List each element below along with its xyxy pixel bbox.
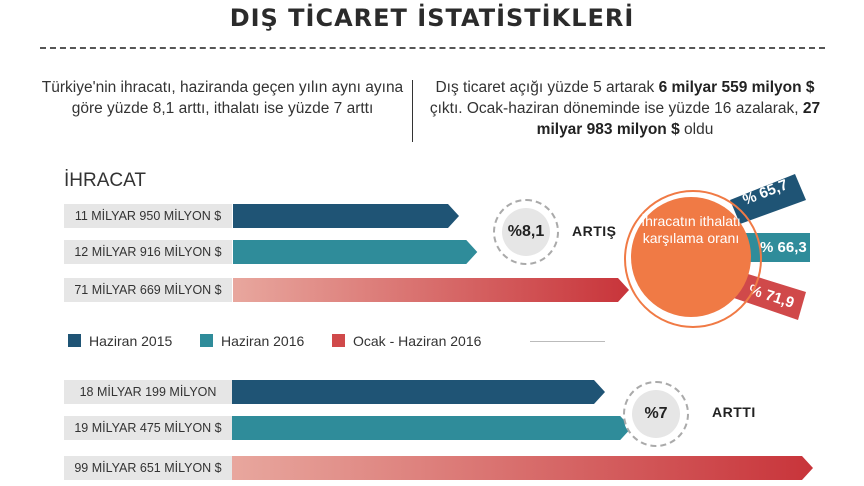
export-bar-haziran-2016 bbox=[233, 240, 478, 264]
export-section-label: İHRACAT bbox=[64, 170, 146, 191]
import-row-label-haziran-2016: 19 MİLYAR 475 MİLYON $ bbox=[64, 416, 232, 440]
export-bar-ocak-haziran-2016 bbox=[233, 278, 629, 302]
import-bar-haziran-2015 bbox=[231, 380, 605, 404]
title-divider bbox=[40, 47, 825, 49]
export-row-label-ocak-haziran-2016: 71 MİLYAR 669 MİLYON $ bbox=[64, 278, 232, 302]
ratio-ribbon-haziran-2015 bbox=[730, 174, 806, 224]
legend-item-ocak-haziran-2016: Ocak - Haziran 2016 bbox=[332, 332, 481, 352]
intro-left-text: Türkiye'nin ihracatı, haziranda geçen yı… bbox=[41, 79, 404, 117]
legend-swatch-haziran-2016 bbox=[200, 334, 213, 347]
import-change-word: ARTTI bbox=[712, 404, 756, 420]
ratio-circle: İhracatın ithalatı karşılama oranı bbox=[631, 197, 751, 317]
import-bar-ocak-haziran-2016 bbox=[231, 456, 813, 480]
import-bar-haziran-2016 bbox=[231, 416, 632, 440]
intro-right-part-5: oldu bbox=[679, 121, 714, 138]
legend-label-ocak-haziran-2016: Ocak - Haziran 2016 bbox=[353, 333, 482, 349]
import-row-label-haziran-2015: 18 MİLYAR 199 MİLYON bbox=[64, 380, 232, 404]
export-change-value: %8,1 bbox=[502, 208, 550, 256]
ratio-ring bbox=[624, 190, 762, 328]
legend-item-haziran-2015: Haziran 2015 bbox=[68, 332, 172, 352]
ratio-value-haziran-2016: % 66,3 bbox=[760, 239, 807, 256]
legend-label-haziran-2015: Haziran 2015 bbox=[89, 333, 173, 349]
export-change-circle: %8,1 bbox=[493, 199, 559, 265]
export-row-label-haziran-2016: 12 MİLYAR 916 MİLYON $ bbox=[64, 240, 232, 264]
export-change-word: ARTIŞ bbox=[572, 223, 617, 239]
ratio-caption: İhracatın ithalatı karşılama oranı bbox=[641, 213, 741, 246]
legend-swatch-haziran-2015 bbox=[68, 334, 81, 347]
intro-divider bbox=[412, 80, 413, 142]
legend-label-haziran-2016: Haziran 2016 bbox=[221, 333, 305, 349]
legend-item-haziran-2016: Haziran 2016 bbox=[200, 332, 304, 352]
import-row-label-ocak-haziran-2016: 99 MİLYAR 651 MİLYON $ bbox=[64, 456, 232, 480]
intro-right-part-1: Dış ticaret açığı yüzde 5 artarak bbox=[435, 79, 659, 96]
export-bar-haziran-2015 bbox=[233, 204, 459, 228]
intro-right-highlight-1: 6 milyar 559 milyon $ bbox=[658, 79, 815, 96]
page-title: DIŞ TİCARET İSTATİSTİKLERİ bbox=[229, 4, 635, 32]
intro-right-highlight-2: 27 milyar 983 milyon $ bbox=[536, 100, 821, 138]
import-change-circle: %7 bbox=[623, 381, 689, 447]
intro-right-text: Dış ticaret açığı yüzde 5 artarak 6 mily… bbox=[425, 77, 825, 140]
intro-right-part-3: çıktı. Ocak-haziran döneminde ise yüzde … bbox=[429, 100, 803, 117]
legend-rule bbox=[530, 341, 605, 342]
import-change-value: %7 bbox=[632, 390, 680, 438]
export-row-label-haziran-2015: 11 MİLYAR 950 MİLYON $ bbox=[64, 204, 232, 228]
legend-swatch-ocak-haziran-2016 bbox=[332, 334, 345, 347]
